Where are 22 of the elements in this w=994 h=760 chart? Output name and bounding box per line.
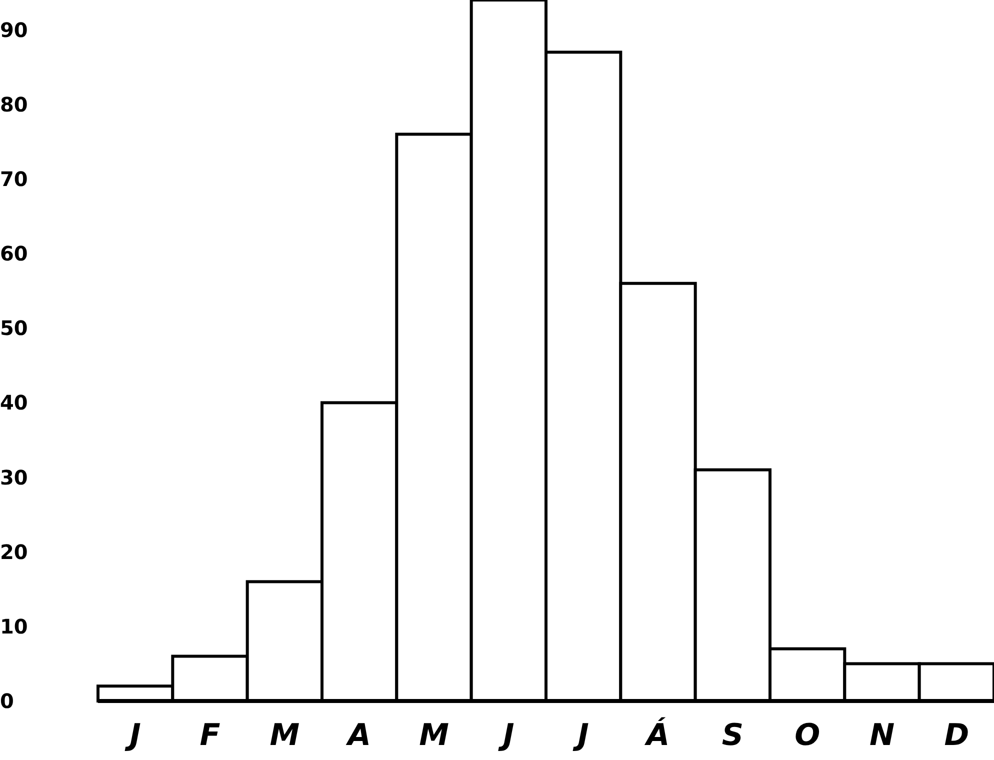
x-tick-label: F (200, 718, 221, 753)
y-tick-label: 50 (0, 316, 28, 340)
y-tick-label: 30 (0, 465, 28, 490)
y-tick-label: 0 (0, 689, 14, 713)
y-tick-label: 10 (0, 614, 28, 638)
x-tick-label: S (722, 718, 744, 753)
y-tick-label: 60 (0, 242, 28, 266)
x-tick-label: J (124, 718, 141, 753)
x-tick-label: O (794, 718, 820, 753)
x-tick-label: A (346, 718, 371, 753)
x-tick-label: J (572, 718, 589, 753)
y-tick-label: 80 (0, 92, 28, 116)
y-tick-label: 20 (0, 540, 28, 564)
x-tick-label: J (498, 718, 514, 753)
x-tick-label: D (944, 718, 970, 753)
y-tick-label: 90 (0, 18, 28, 42)
x-tick-label: N (869, 718, 895, 753)
x-tick-label: M (270, 718, 300, 753)
x-tick-label: M (419, 718, 450, 753)
x-tick-label: Á (644, 717, 670, 753)
y-tick-label: 70 (0, 166, 28, 191)
y-tick-label: 40 (0, 390, 28, 415)
